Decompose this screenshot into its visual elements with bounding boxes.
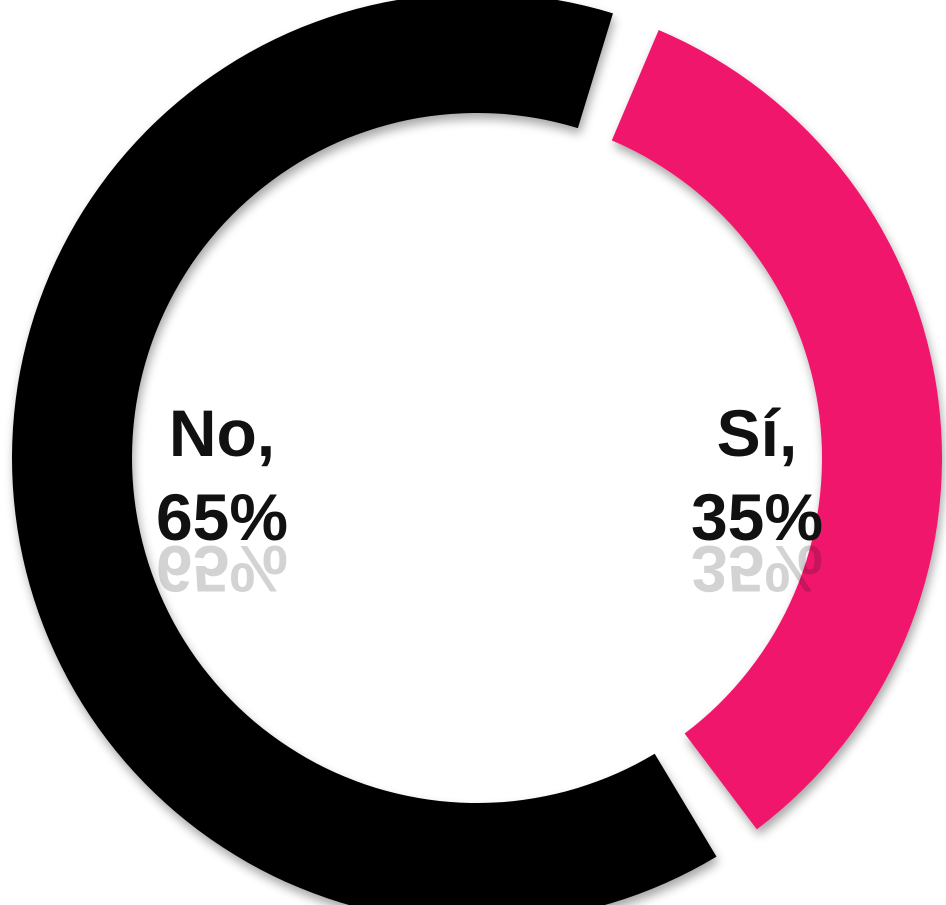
- donut-slices: [12, 0, 943, 905]
- slice-no: [12, 0, 717, 905]
- slice-label-value-si: 35%: [691, 480, 823, 554]
- slice-label-no: No, 65%65%: [156, 396, 288, 606]
- slice-label-name-si: Sí,: [717, 396, 798, 470]
- slice-label-name-no: No,: [169, 396, 275, 470]
- slice-label-reflection-si: 35%: [691, 532, 823, 606]
- slice-si: [611, 29, 943, 830]
- slice-label-reflection-no: 65%: [156, 532, 288, 606]
- slice-label-value-no: 65%: [156, 480, 288, 554]
- slice-label-si: Sí, 35%35%: [691, 396, 823, 606]
- slice-labels: Sí, 35%35% No, 65%65%: [156, 396, 823, 606]
